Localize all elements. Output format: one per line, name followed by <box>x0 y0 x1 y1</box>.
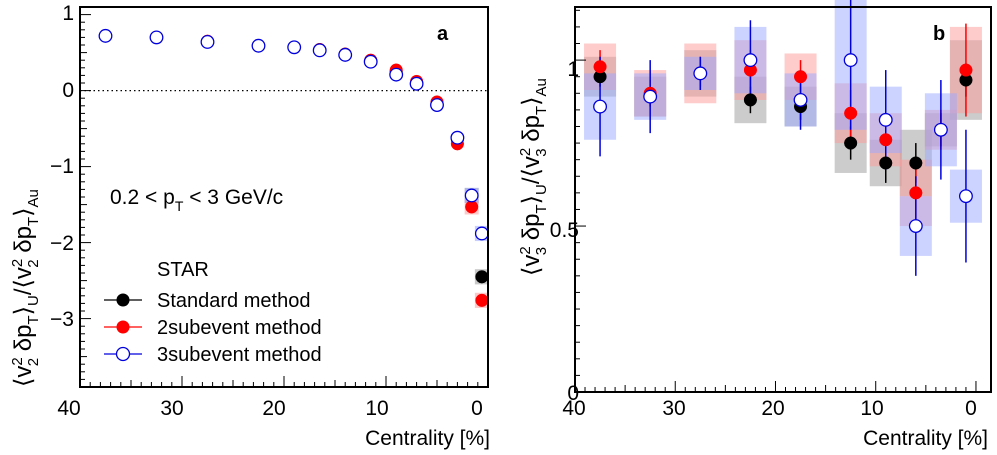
a-point-2subevent <box>465 200 479 214</box>
b-data-markers <box>593 53 973 234</box>
b-y-axis-title: ⟨v23 δpT⟩U/⟨v23 δpT⟩Au <box>517 78 550 276</box>
panel-a: 40 30 20 10 0 1 0 −1 −2 −3 Centrality [%… <box>9 2 490 450</box>
b-point-3subevent <box>878 112 893 127</box>
a-point-standard <box>475 270 489 284</box>
b-point-standard <box>879 156 893 170</box>
a-y-tick-label: −1 <box>50 155 74 178</box>
a-point-3subevent <box>200 35 215 49</box>
legend-label-standard: Standard method <box>157 290 310 312</box>
a-point-3subevent <box>363 54 378 69</box>
a-point-3subevent <box>287 40 302 55</box>
legend-marker-2subevent <box>116 320 130 334</box>
legend-marker-3subevent <box>115 346 131 362</box>
b-y-tick-label: 0.5 <box>550 219 579 242</box>
b-point-standard <box>844 136 858 150</box>
a-panel-letter: a <box>437 23 449 45</box>
b-x-tick-label: 30 <box>662 397 685 420</box>
b-point-3subevent <box>793 92 808 107</box>
b-point-3subevent <box>593 99 608 114</box>
b-point-3subevent <box>693 66 708 81</box>
b-axis-ticks <box>574 9 977 393</box>
a-x-tick-label: 20 <box>262 397 285 420</box>
b-point-standard <box>909 156 923 170</box>
b-point-2subevent <box>909 186 923 200</box>
b-point-2subevent <box>593 60 607 74</box>
panel-b: 40 30 20 10 0 1 0.5 0 Centrality [%] ⟨v2… <box>517 0 992 450</box>
b-x-tick-label: 40 <box>562 397 585 420</box>
b-y-tick-label: 0 <box>567 382 579 405</box>
a-y-tick-label: −2 <box>50 232 74 255</box>
a-x-tick-label: 0 <box>471 397 483 420</box>
legend-marker-standard <box>116 293 130 307</box>
a-point-3subevent <box>338 47 353 62</box>
a-point-3subevent <box>149 30 164 45</box>
a-point-3subevent <box>389 67 404 82</box>
b-point-3subevent <box>843 53 858 68</box>
b-point-3subevent <box>743 53 758 68</box>
b-point-standard <box>743 93 757 107</box>
b-x-tick-label: 0 <box>965 397 977 420</box>
a-y-tick-label: 0 <box>62 79 74 102</box>
b-point-2subevent <box>844 106 858 120</box>
a-point-3subevent <box>450 130 465 145</box>
b-syst-boxes <box>584 0 982 256</box>
a-x-tick-label: 10 <box>365 397 388 420</box>
b-point-3subevent <box>908 219 923 234</box>
a-point-3subevent <box>312 43 327 58</box>
b-x-tick-label: 20 <box>761 397 784 420</box>
a-point-3subevent <box>464 188 479 203</box>
a-x-tick-label: 30 <box>160 397 183 420</box>
a-legend: STAR Standard method 2subevent method 3s… <box>104 259 322 366</box>
a-data-markers <box>98 28 489 307</box>
a-axis-ticks <box>79 6 489 388</box>
a-point-2subevent <box>475 293 489 307</box>
b-point-2subevent <box>959 63 973 77</box>
a-y-tick-label: −3 <box>50 308 74 331</box>
a-point-3subevent <box>251 38 266 53</box>
b-point-3subevent <box>958 189 973 204</box>
a-point-3subevent <box>430 98 444 112</box>
b-point-3subevent <box>933 122 948 137</box>
b-y-tick-label: 1 <box>567 58 579 81</box>
legend-title: STAR <box>157 259 209 281</box>
a-x-axis-title: Centrality [%] <box>365 427 490 450</box>
b-x-axis-title: Centrality [%] <box>863 427 988 450</box>
b-point-3subevent <box>643 89 658 104</box>
b-point-2subevent <box>879 133 893 147</box>
b-point-2subevent <box>793 70 808 84</box>
b-panel-letter: b <box>933 23 945 45</box>
b-x-tick-label: 10 <box>860 397 883 420</box>
b-plot-frame <box>574 6 992 393</box>
a-point-3subevent <box>409 76 424 91</box>
a-pt-range-annotation: 0.2 < pT < 3 GeV/c <box>110 186 283 214</box>
a-x-tick-label: 40 <box>57 397 80 420</box>
a-point-3subevent <box>474 226 489 241</box>
legend-label-3subevent: 3subevent method <box>157 344 322 366</box>
a-y-tick-label: 1 <box>62 2 74 25</box>
a-point-3subevent <box>98 28 113 43</box>
a-y-axis-title: ⟨v22 δpT⟩U/⟨v22 δpT⟩Au <box>9 189 42 387</box>
legend-label-2subevent: 2subevent method <box>157 317 322 339</box>
